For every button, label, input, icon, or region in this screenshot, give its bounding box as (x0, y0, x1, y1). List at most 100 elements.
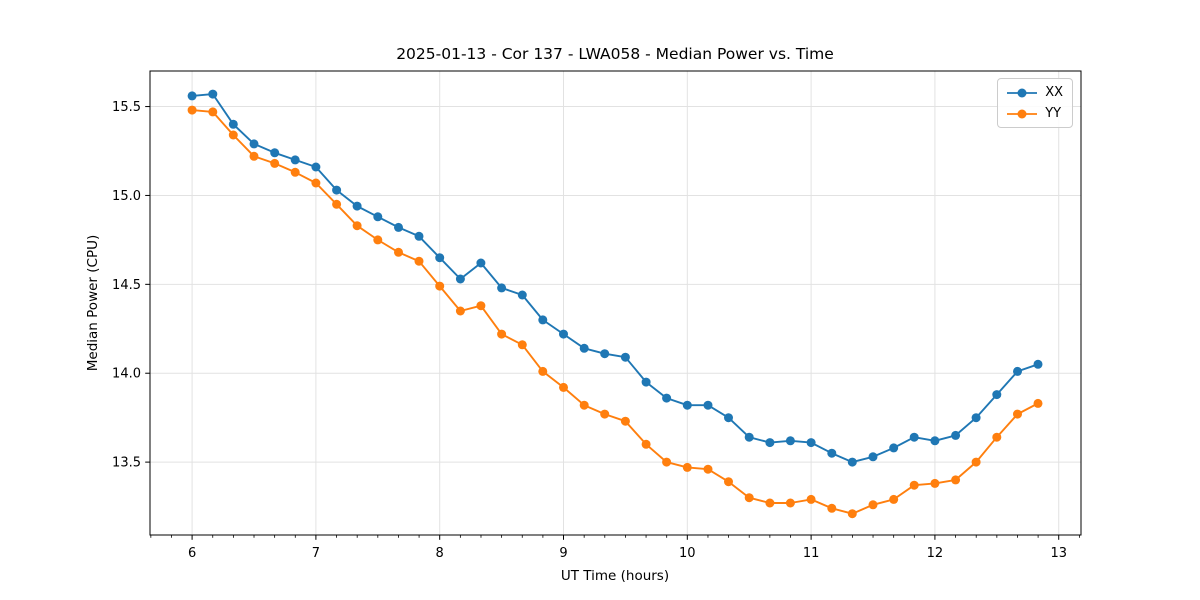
grid-lines (150, 71, 1081, 535)
x-tick-label: 11 (803, 546, 820, 561)
data-point-yy (703, 464, 713, 474)
data-point-xx (765, 438, 775, 448)
x-tick-label: 8 (436, 546, 444, 561)
data-point-yy (662, 457, 672, 467)
data-point-xx (394, 222, 403, 232)
data-point-xx (889, 443, 899, 453)
y-tick-label: 13.5 (112, 456, 141, 471)
data-point-yy (641, 439, 651, 449)
data-point-xx (641, 377, 651, 387)
data-point-yy (724, 477, 733, 487)
data-point-yy (579, 400, 589, 410)
data-point-yy (311, 178, 321, 188)
data-point-xx (228, 119, 238, 129)
data-point-yy (559, 382, 568, 392)
data-point-yy (785, 498, 795, 508)
data-point-yy (951, 475, 961, 485)
data-point-xx (703, 400, 713, 410)
series-line-xx (192, 93, 1039, 464)
data-point-yy (682, 462, 692, 472)
data-series (187, 89, 1043, 519)
data-point-xx (187, 91, 197, 101)
data-point-yy (1013, 409, 1022, 419)
data-point-yy (827, 503, 837, 513)
data-point-yy (847, 509, 857, 519)
data-point-yy (394, 247, 403, 257)
x-tick-label: 6 (188, 546, 196, 561)
data-point-yy (889, 494, 899, 504)
data-point-yy (992, 432, 1002, 442)
data-point-yy (228, 130, 238, 140)
data-point-xx (600, 349, 610, 359)
data-point-yy (971, 457, 981, 467)
data-point-yy (332, 199, 342, 209)
data-point-xx (951, 430, 961, 440)
data-point-xx (435, 253, 445, 263)
axis-ticks (145, 106, 1080, 540)
data-point-yy (517, 340, 527, 350)
legend: XX YY (997, 78, 1073, 128)
data-point-xx (847, 457, 857, 467)
data-point-xx (827, 448, 837, 458)
data-point-xx (992, 390, 1002, 400)
data-point-yy (744, 493, 754, 503)
data-point-yy (270, 158, 280, 168)
data-point-yy (765, 498, 775, 508)
data-point-xx (971, 413, 981, 423)
data-point-xx (455, 274, 465, 284)
data-point-xx (352, 201, 362, 211)
data-point-xx (724, 413, 733, 423)
legend-label-yy: YY (1045, 106, 1062, 121)
chart-title: 2025-01-13 - Cor 137 - LWA058 - Median P… (396, 45, 834, 63)
data-point-xx (290, 155, 300, 165)
data-point-yy (290, 167, 300, 177)
data-point-xx (662, 393, 672, 403)
data-point-yy (538, 366, 548, 376)
data-point-xx (579, 343, 589, 353)
data-point-yy (187, 105, 197, 115)
x-tick-label: 7 (312, 546, 320, 561)
data-point-yy (868, 500, 878, 510)
data-point-xx (270, 148, 280, 158)
data-point-xx (682, 400, 692, 410)
data-point-yy (909, 480, 919, 490)
data-point-yy (600, 409, 610, 419)
data-point-yy (208, 107, 218, 117)
x-tick-label: 10 (679, 546, 696, 561)
data-point-xx (538, 315, 548, 325)
data-point-xx (497, 283, 507, 293)
data-point-xx (332, 185, 342, 195)
data-point-xx (373, 212, 383, 222)
data-point-xx (620, 352, 630, 362)
y-tick-label: 15.0 (112, 189, 141, 204)
data-point-xx (744, 432, 754, 442)
x-tick-label: 13 (1050, 546, 1067, 561)
legend-marker-yy-icon (1007, 109, 1038, 118)
data-point-xx (785, 436, 795, 446)
data-point-xx (1013, 366, 1022, 376)
data-point-yy (373, 235, 383, 245)
y-tick-label: 14.5 (112, 278, 141, 293)
legend-item-xx: XX (1006, 83, 1063, 102)
legend-label-xx: XX (1045, 85, 1063, 100)
y-tick-label: 14.0 (112, 367, 141, 382)
data-point-xx (559, 329, 568, 339)
data-point-yy (414, 256, 424, 266)
data-point-yy (1033, 398, 1043, 408)
data-point-xx (311, 162, 321, 172)
tick-labels: 6 7 8 9 10 11 12 13 13.5 14.0 14.5 15.0 15.5 (112, 100, 1067, 561)
data-point-xx (517, 290, 527, 300)
data-point-yy (620, 416, 630, 426)
data-point-xx (868, 452, 878, 462)
data-point-xx (1033, 359, 1043, 369)
x-tick-label: 12 (927, 546, 944, 561)
data-point-xx (909, 432, 919, 442)
data-point-yy (497, 329, 507, 339)
data-point-xx (806, 438, 816, 448)
data-point-yy (930, 478, 940, 488)
x-axis-label: UT Time (hours) (561, 568, 669, 584)
legend-marker-xx-icon (1007, 88, 1038, 97)
axes-spines (149, 70, 1082, 536)
